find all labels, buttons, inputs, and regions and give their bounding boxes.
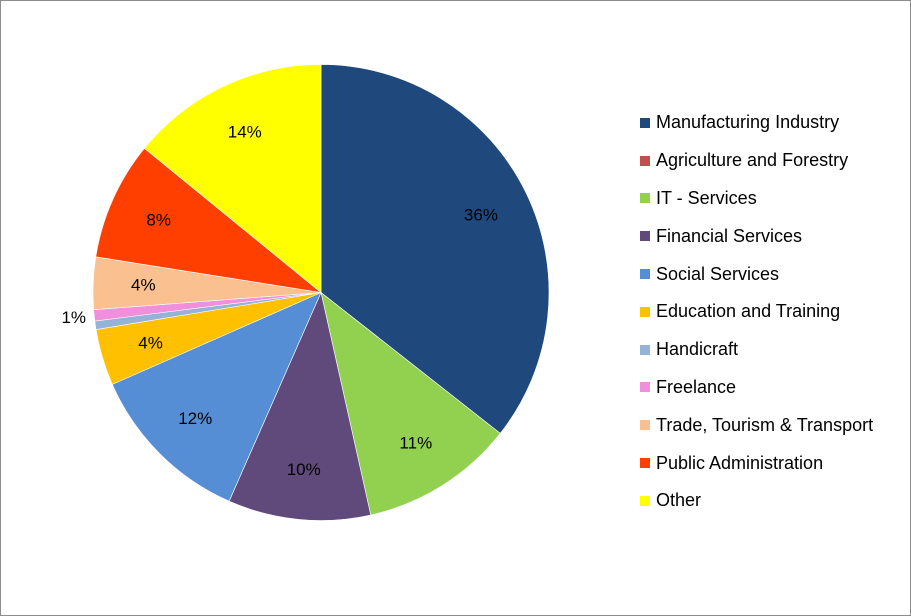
pie-slice-it-services: [320, 291, 501, 516]
legend-label-freelance: Freelance: [656, 376, 737, 397]
legend-item-other: Other: [640, 482, 902, 520]
legend-swatch-trade-tourism-transport: [640, 420, 650, 431]
pie-slice-other: [143, 64, 322, 294]
legend-swatch-education-and-training: [640, 306, 650, 317]
legend-swatch-financial-services: [640, 231, 650, 242]
legend-swatch-other: [640, 495, 650, 506]
legend-item-social-services: Social Services: [640, 255, 902, 293]
legend-swatch-freelance: [640, 382, 650, 393]
legend-label-handicraft: Handicraft: [656, 339, 739, 360]
pie-slice-manufacturing-industry: [320, 64, 550, 434]
data-label-financial-services: 10%: [287, 460, 321, 479]
legend-swatch-social-services: [640, 269, 650, 280]
legend-label-agriculture-and-forestry: Agriculture and Forestry: [656, 150, 849, 171]
legend-swatch-it-services: [640, 193, 650, 204]
legend: Manufacturing Industry Agriculture and Fo…: [640, 104, 902, 520]
legend-swatch-public-administration: [640, 458, 650, 469]
data-label-trade-tourism-transport: 4%: [131, 276, 156, 295]
pie-slices: [92, 64, 550, 521]
legend-label-manufacturing-industry: Manufacturing Industry: [656, 112, 840, 133]
legend-label-financial-services: Financial Services: [656, 225, 803, 246]
pie-slice-financial-services: [228, 291, 372, 521]
data-label-it-services: 11%: [399, 433, 432, 452]
legend-label-education-and-training: Education and Training: [656, 301, 841, 322]
legend-label-trade-tourism-transport: Trade, Tourism & Transport: [656, 414, 874, 435]
data-label-public-administration: 8%: [146, 210, 171, 229]
legend-label-social-services: Social Services: [656, 263, 780, 284]
data-label-education-and-training: 4%: [138, 334, 163, 353]
legend-item-freelance: Freelance: [640, 369, 902, 407]
pie-slice-public-administration: [95, 147, 323, 293]
data-label-social-services: 12%: [178, 409, 212, 428]
legend-item-financial-services: Financial Services: [640, 217, 902, 255]
legend-item-manufacturing-industry: Manufacturing Industry: [640, 104, 902, 142]
legend-label-it-services: IT - Services: [656, 187, 757, 208]
legend-item-handicraft: Handicraft: [640, 331, 902, 369]
legend-label-other: Other: [656, 490, 702, 511]
legend-swatch-manufacturing-industry: [640, 117, 650, 128]
legend-item-agriculture-and-forestry: Agriculture and Forestry: [640, 142, 902, 180]
legend-item-trade-tourism-transport: Trade, Tourism & Transport: [640, 406, 902, 444]
legend-item-education-and-training: Education and Training: [640, 293, 902, 331]
pie-slice-social-services: [111, 291, 322, 502]
data-label-freelance: 1%: [61, 308, 86, 327]
legend-item-public-administration: Public Administration: [640, 444, 902, 482]
legend-swatch-handicraft: [640, 344, 650, 355]
pie-data-labels: 36% 11% 10% 12% 4% 1% 4% 8% 14%: [61, 122, 498, 479]
data-label-other: 14%: [228, 122, 262, 141]
data-label-manufacturing-industry: 36%: [464, 205, 498, 224]
legend-label-public-administration: Public Administration: [656, 452, 824, 473]
legend-swatch-agriculture-and-forestry: [640, 155, 650, 166]
legend-item-it-services: IT - Services: [640, 180, 902, 218]
